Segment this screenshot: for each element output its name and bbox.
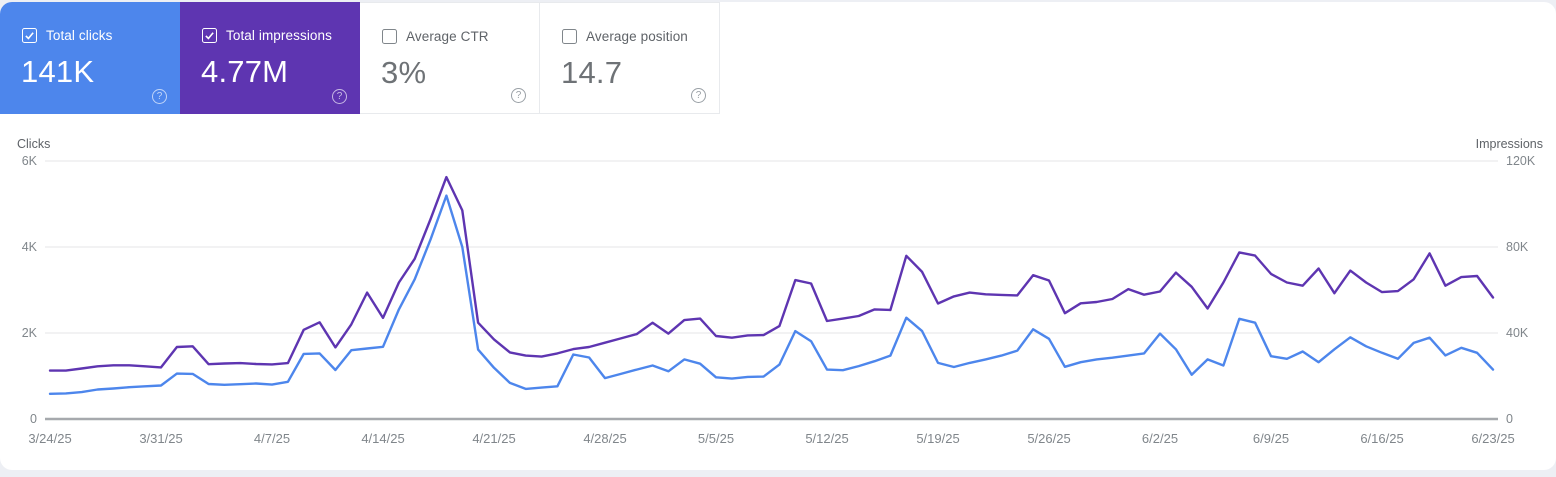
metric-card-total-clicks[interactable]: Total clicks 141K ? [0,2,180,114]
x-axis-date-label: 5/26/25 [1027,431,1070,446]
metric-label: Total impressions [226,28,332,43]
total-impressions-checkbox[interactable] [202,28,217,43]
metric-value: 14.7 [561,55,623,90]
metric-label: Average position [586,29,688,44]
left-axis-tick: 6K [22,154,38,168]
metric-label: Average CTR [406,29,489,44]
metric-card-header: Total clicks [0,2,180,43]
metric-card-header: Average position [540,3,719,44]
help-icon[interactable]: ? [691,88,706,103]
right-axis-tick: 80K [1506,240,1529,254]
metric-card-header: Total impressions [180,2,360,43]
x-axis-date-label: 6/16/25 [1360,431,1403,446]
x-axis-date-label: 4/14/25 [361,431,404,446]
x-axis-date-label: 4/21/25 [472,431,515,446]
metric-card-header: Average CTR [360,3,539,44]
right-axis-tick: 0 [1506,412,1513,426]
left-axis-tick: 0 [30,412,37,426]
x-axis-date-label: 5/12/25 [805,431,848,446]
checkmark-icon [205,32,214,40]
metric-label: Total clicks [46,28,113,43]
right-axis-tick: 120K [1506,154,1536,168]
impressions-line[interactable] [48,175,1495,372]
x-axis-date-label: 3/24/25 [28,431,71,446]
average-position-checkbox[interactable] [562,29,577,44]
x-axis-date-label: 6/23/25 [1471,431,1514,446]
right-axis-tick: 40K [1506,326,1529,340]
left-axis-tick: 4K [22,240,38,254]
x-axis-date-label: 4/28/25 [583,431,626,446]
metric-value: 4.77M [201,54,289,89]
checkmark-icon [25,32,34,40]
metric-card-average-ctr[interactable]: Average CTR 3% ? [360,2,540,114]
x-axis-date-label: 6/9/25 [1253,431,1289,446]
x-axis-date-label: 6/2/25 [1142,431,1178,446]
metric-card-total-impressions[interactable]: Total impressions 4.77M ? [180,2,360,114]
metric-value: 3% [381,55,427,90]
x-axis-date-label: 3/31/25 [139,431,182,446]
clicks-line[interactable] [48,194,1495,395]
metric-value: 141K [21,54,95,89]
right-axis-title: Impressions [1476,137,1543,151]
x-axis-date-label: 5/5/25 [698,431,734,446]
x-axis-date-label: 4/7/25 [254,431,290,446]
x-axis-date-label: 5/19/25 [916,431,959,446]
help-icon[interactable]: ? [152,89,167,104]
total-clicks-checkbox[interactable] [22,28,37,43]
help-icon[interactable]: ? [511,88,526,103]
average-ctr-checkbox[interactable] [382,29,397,44]
help-icon[interactable]: ? [332,89,347,104]
metric-cards-row: Total clicks 141K ? Total impressions 4.… [0,2,1556,114]
left-axis-tick: 2K [22,326,38,340]
metric-card-average-position[interactable]: Average position 14.7 ? [540,2,720,114]
left-axis-title: Clicks [17,137,50,151]
